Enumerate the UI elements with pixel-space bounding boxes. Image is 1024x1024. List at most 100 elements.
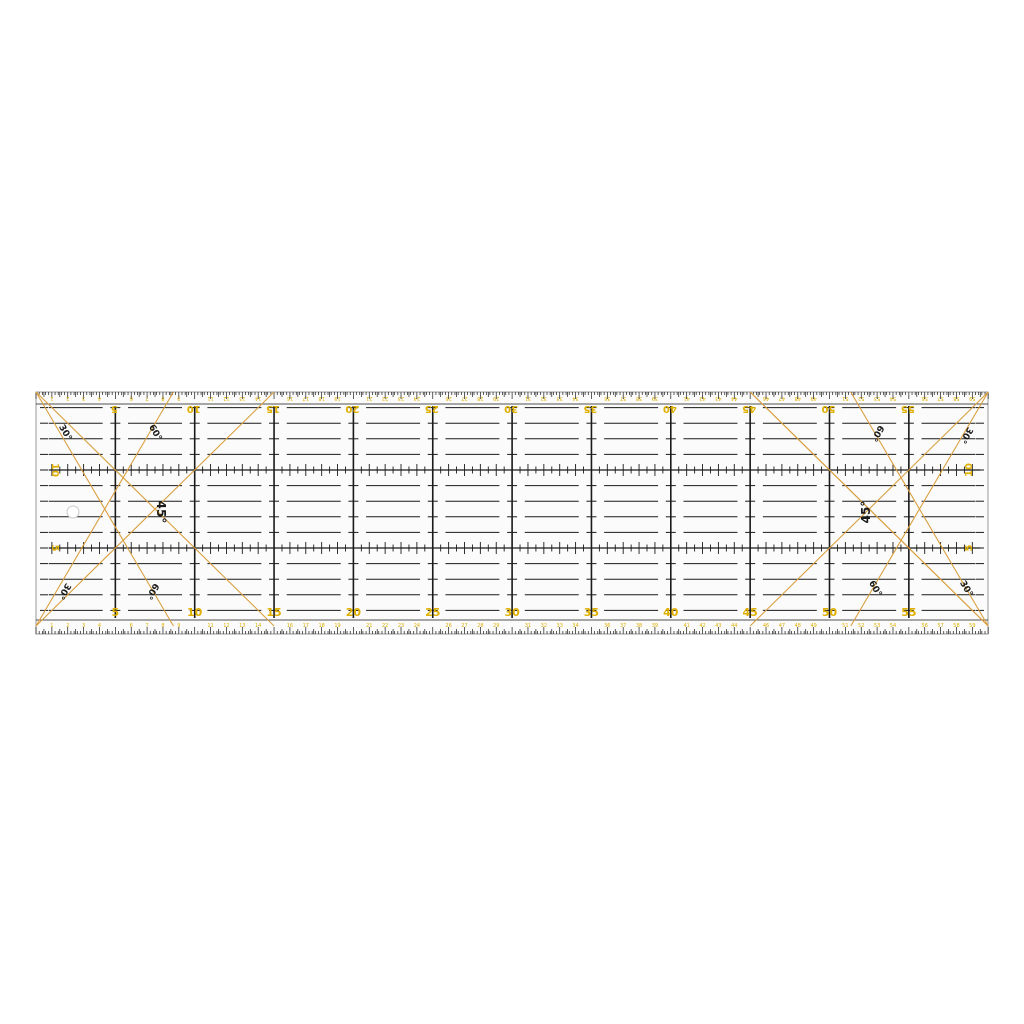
top-small-number: 34 <box>572 395 578 401</box>
top-small-number: 7 <box>145 395 148 401</box>
top-small-number: 17 <box>303 395 309 401</box>
top-small-number: 46 <box>763 395 769 401</box>
bottom-small-number: 32 <box>541 623 547 629</box>
bottom-small-number: 2 <box>66 623 69 629</box>
bottom-small-number: 53 <box>874 623 880 629</box>
top-major-label: 35 <box>583 403 597 414</box>
bottom-small-number: 13 <box>239 623 245 629</box>
bottom-small-number: 47 <box>779 623 785 629</box>
top-small-number: 56 <box>922 395 928 401</box>
bottom-small-number: 36 <box>604 623 610 629</box>
top-major-label: 50 <box>822 403 836 414</box>
top-major-label: 45 <box>742 403 756 414</box>
bottom-small-number: 56 <box>922 623 928 629</box>
hanging-hole <box>66 505 80 519</box>
bottom-small-number: 12 <box>223 623 229 629</box>
bottom-small-number: 57 <box>937 623 943 629</box>
bottom-small-number: 58 <box>953 623 959 629</box>
bottom-small-number: 29 <box>493 623 499 629</box>
top-small-number: 29 <box>493 395 499 401</box>
top-small-number: 32 <box>541 395 547 401</box>
bottom-small-number: 18 <box>318 623 324 629</box>
bottom-small-number: 7 <box>145 623 148 629</box>
top-small-number: 1 <box>50 395 53 401</box>
bottom-small-number: 52 <box>858 623 864 629</box>
bottom-small-number: 59 <box>969 623 975 629</box>
top-small-number: 27 <box>461 395 467 401</box>
top-major-label: 15 <box>266 403 280 414</box>
bottom-small-number: 1 <box>50 623 53 629</box>
left-side-label: 5 <box>49 545 60 552</box>
top-small-number: 52 <box>858 395 864 401</box>
bottom-major-label: 50 <box>822 606 838 619</box>
bottom-major-label: 35 <box>584 606 599 619</box>
bottom-small-number: 3 <box>82 623 85 629</box>
top-small-number: 24 <box>414 395 420 401</box>
top-small-number: 51 <box>842 395 848 401</box>
bottom-major-label: 20 <box>346 606 362 619</box>
top-small-number: 49 <box>810 395 816 401</box>
bottom-major-label: 25 <box>425 606 440 619</box>
bottom-small-number: 46 <box>763 623 769 629</box>
bottom-major-label: 40 <box>663 606 679 619</box>
bottom-small-number: 8 <box>161 623 164 629</box>
bottom-small-number: 44 <box>731 623 737 629</box>
bottom-major-label: 45 <box>742 606 757 619</box>
bottom-small-number: 28 <box>477 623 483 629</box>
bottom-small-number: 9 <box>177 623 180 629</box>
bottom-small-number: 23 <box>398 623 404 629</box>
top-small-number: 36 <box>604 395 610 401</box>
top-small-number: 23 <box>398 395 404 401</box>
top-major-label: 10 <box>187 403 201 414</box>
top-small-number: 37 <box>620 395 626 401</box>
bottom-major-label: 55 <box>901 606 916 619</box>
top-major-label: 5 <box>111 403 118 414</box>
bottom-major-label: 5 <box>112 606 120 619</box>
bottom-small-number: 34 <box>572 623 578 629</box>
angle-line <box>850 391 989 627</box>
top-small-number: 21 <box>366 395 372 401</box>
top-small-number: 28 <box>477 395 483 401</box>
bottom-major-label: 30 <box>504 606 520 619</box>
top-small-number: 58 <box>953 395 959 401</box>
bottom-small-number: 49 <box>810 623 816 629</box>
top-small-number: 44 <box>731 395 737 401</box>
top-small-number: 18 <box>318 395 324 401</box>
top-small-number: 16 <box>287 395 293 401</box>
bottom-small-number: 16 <box>287 623 293 629</box>
top-small-number: 3 <box>82 395 85 401</box>
top-small-number: 33 <box>557 395 563 401</box>
bottom-small-number: 37 <box>620 623 626 629</box>
top-small-number: 11 <box>207 395 213 401</box>
top-major-label: 55 <box>901 403 915 414</box>
top-small-number: 43 <box>715 395 721 401</box>
bottom-small-number: 11 <box>207 623 213 629</box>
angle-line <box>749 391 989 627</box>
bottom-small-number: 6 <box>130 623 133 629</box>
bottom-small-number: 26 <box>445 623 451 629</box>
top-small-number: 22 <box>382 395 388 401</box>
left-side-label: 10 <box>49 463 60 477</box>
top-small-number: 47 <box>779 395 785 401</box>
bottom-small-number: 31 <box>525 623 531 629</box>
top-small-number: 48 <box>795 395 801 401</box>
bottom-small-number: 27 <box>461 623 467 629</box>
top-small-number: 39 <box>652 395 658 401</box>
bottom-major-label: 15 <box>266 606 281 619</box>
top-small-number: 57 <box>937 395 943 401</box>
top-major-label: 30 <box>504 403 518 414</box>
top-small-number: 8 <box>161 395 164 401</box>
bottom-small-number: 33 <box>557 623 563 629</box>
bottom-small-number: 14 <box>255 623 261 629</box>
bottom-small-number: 19 <box>334 623 340 629</box>
bottom-small-number: 54 <box>890 623 896 629</box>
top-major-label: 25 <box>425 403 439 414</box>
angle-line <box>35 391 275 627</box>
bottom-small-number: 21 <box>366 623 372 629</box>
top-major-label: 40 <box>663 403 677 414</box>
top-small-number: 26 <box>445 395 451 401</box>
bottom-small-number: 42 <box>699 623 705 629</box>
top-small-number: 41 <box>683 395 689 401</box>
bottom-small-number: 43 <box>715 623 721 629</box>
